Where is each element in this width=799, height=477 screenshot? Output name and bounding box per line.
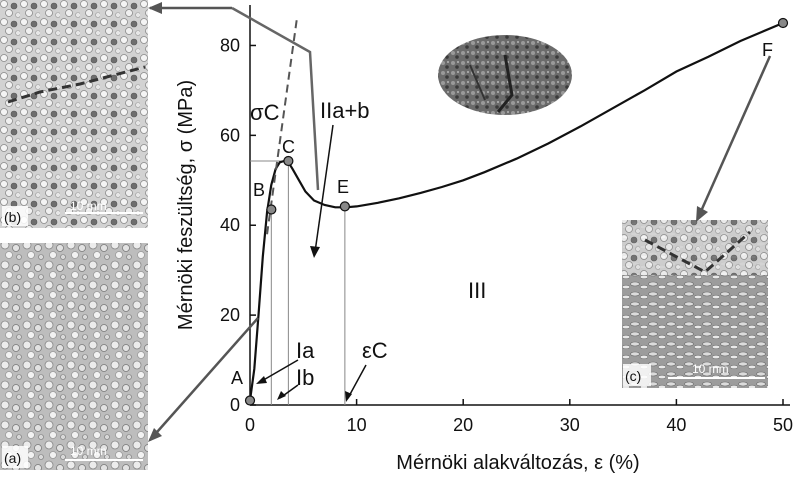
- region-IIab-label: IIa+b: [320, 98, 370, 123]
- x-tick-label: 20: [453, 415, 473, 435]
- inset-a-label: (a): [4, 450, 21, 466]
- inset-b-label: (b): [4, 209, 21, 225]
- series-line: [248, 21, 784, 401]
- y-tick-label: 20: [220, 305, 240, 325]
- data-point-C: [283, 155, 294, 167]
- y-tick-label: 60: [220, 125, 240, 145]
- inset-a-scale-label: 10 mm: [70, 444, 107, 458]
- point-label-C: C: [282, 137, 295, 157]
- data-point-F: [777, 17, 789, 29]
- data-point-A: [244, 395, 256, 406]
- y-tick-label: 0: [230, 395, 240, 415]
- pointer-Ia: [259, 359, 299, 383]
- y-tick-label: 80: [220, 35, 240, 55]
- inset-b-image: [0, 0, 148, 228]
- data-points: [244, 17, 789, 406]
- elastic-dashed-line: [266, 18, 298, 235]
- point-label-E: E: [337, 177, 349, 197]
- axes: 0 10 20 30 40 50 0 20 40 60 80 Mérnöki alakváltoz…: [175, 5, 793, 474]
- x-ticks: 0 10 20 30 40 50: [245, 399, 793, 435]
- region-Ib-label: Ib: [296, 365, 314, 390]
- x-tick-label: 40: [666, 415, 686, 435]
- inset-b: (b) 10 mm: [0, 0, 148, 228]
- inset-c-scale-label: 10 mm: [692, 362, 729, 376]
- epsilon-c-label: εC: [362, 338, 388, 363]
- x-axis-label: Mérnöki alakváltozás, ε (%): [396, 452, 639, 474]
- arrows: [149, 6, 772, 441]
- inset-a-image: [0, 243, 148, 470]
- arrowheads: [148, 2, 708, 442]
- arrow-to-inset-a: [149, 317, 259, 441]
- inset-b-scale-label: 10 mm: [70, 199, 107, 213]
- x-tick-label: 10: [347, 415, 367, 435]
- arrow-b-leader: [231, 6, 320, 191]
- sample-photo-image: [438, 35, 572, 115]
- point-label-A: A: [231, 368, 243, 388]
- arrowhead-b: [148, 2, 162, 14]
- inset-c-label: (c): [625, 368, 641, 384]
- pointer-IIab: [314, 124, 334, 253]
- arrow-to-inset-c: [696, 55, 772, 219]
- point-label-B: B: [253, 180, 265, 200]
- inset-c: (c) 10 mm: [622, 220, 768, 388]
- arrowhead-c: [696, 206, 708, 222]
- inset-b-band-line: [7, 65, 146, 104]
- region-III-label: III: [468, 278, 486, 303]
- data-point-B: [266, 204, 277, 215]
- y-tick-label: 40: [220, 215, 240, 235]
- x-tick-label: 0: [245, 415, 255, 435]
- sample-photo: [438, 35, 572, 115]
- point-label-F: F: [762, 40, 773, 60]
- pointer-heads: [256, 246, 352, 402]
- x-tick-label: 30: [560, 415, 580, 435]
- inset-c-band-line: [644, 230, 751, 274]
- x-tick-label: 50: [773, 415, 793, 435]
- y-axis-label: Mérnöki feszültség, σ (MPa): [175, 80, 197, 330]
- y-ticks: 0 20 40 60 80: [220, 35, 256, 415]
- inset-a: (a) 10 mm: [0, 243, 148, 470]
- pointer-epsilon-c: [347, 364, 367, 399]
- data-point-E: [339, 201, 350, 212]
- sigma-c-label: σC: [250, 100, 280, 125]
- arrowhead-a: [148, 428, 162, 442]
- region-Ia-label: Ia: [296, 338, 315, 363]
